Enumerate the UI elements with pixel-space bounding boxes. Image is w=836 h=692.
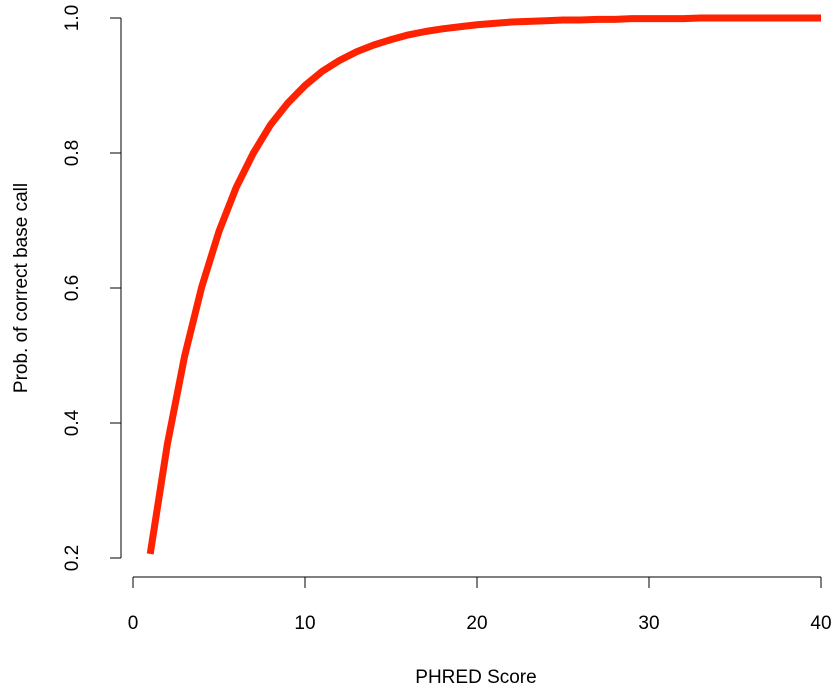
y-tick-label: 0.8 bbox=[62, 140, 83, 166]
y-tick-label: 0.2 bbox=[62, 545, 83, 571]
y-tick-label: 0.4 bbox=[62, 409, 83, 436]
y-axis: 0.2 0.4 0.6 0.8 1.0 bbox=[62, 5, 122, 571]
x-tick-label: 30 bbox=[638, 613, 659, 634]
x-tick-label: 10 bbox=[294, 613, 315, 634]
x-tick-label: 40 bbox=[810, 613, 831, 634]
y-tick-label: 0.6 bbox=[62, 275, 83, 301]
y-axis-title: Prob. of correct base call bbox=[11, 183, 32, 393]
x-axis-title: PHRED Score bbox=[415, 667, 536, 688]
x-tick-label: 20 bbox=[466, 613, 487, 634]
x-tick-label: 0 bbox=[128, 613, 139, 634]
plot-area bbox=[146, 14, 821, 555]
x-axis-ticks: 0 10 20 30 40 bbox=[128, 577, 832, 634]
y-tick-label: 1.0 bbox=[62, 5, 83, 31]
y-axis-ticks: 0.2 0.4 0.6 0.8 1.0 bbox=[62, 5, 121, 571]
series-line bbox=[146, 14, 821, 555]
x-axis: 0 10 20 30 40 bbox=[128, 576, 832, 634]
